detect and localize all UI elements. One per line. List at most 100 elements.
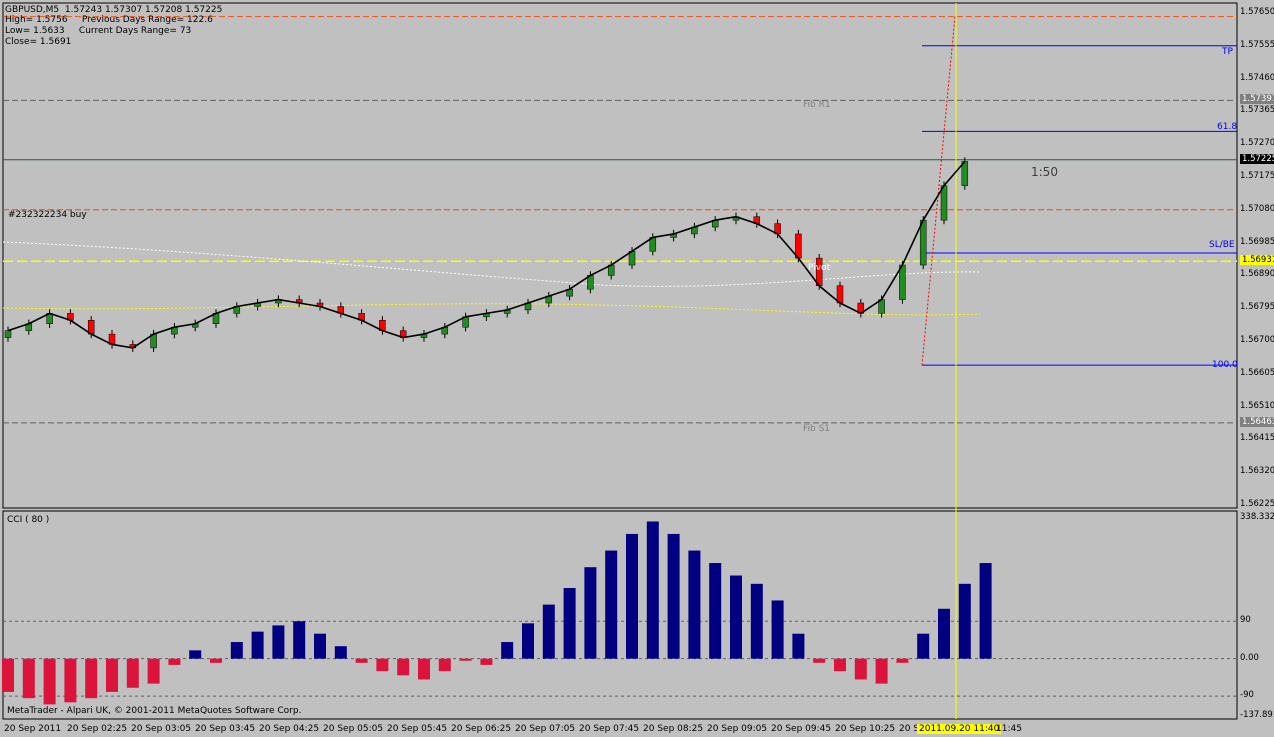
- price-axis-label: 1.56463: [1240, 416, 1274, 427]
- fib-trend-line: [921, 16, 956, 366]
- price-axis-label: 1.56890: [1240, 269, 1274, 280]
- header-symbol: GBPUSD,M5 1.57243 1.57307 1.57208 1.5722…: [5, 5, 223, 15]
- cci-axis-label: 0.00: [1240, 652, 1259, 663]
- cci-bar: [376, 658, 389, 672]
- cci-bar: [688, 550, 701, 659]
- price-axis-label: 1.57175: [1240, 171, 1274, 181]
- ma-long: [2, 241, 981, 287]
- ma-mid: [2, 303, 981, 316]
- price-axis-label: 1.57460: [1240, 72, 1274, 83]
- cci-bar: [875, 658, 888, 684]
- cci-bar: [958, 583, 971, 659]
- candle-body: [919, 219, 927, 266]
- cci-bar: [646, 521, 659, 659]
- price-axis-label: 1.56700: [1240, 335, 1274, 345]
- ma-short: [7, 160, 966, 349]
- price-axis-label: 1.56931: [1240, 255, 1274, 266]
- price-axis-label: 1.57225: [1240, 153, 1274, 164]
- price-axis-label: 1.56225: [1240, 499, 1274, 509]
- cci-bar: [563, 587, 576, 659]
- cci-bar: [480, 658, 493, 665]
- time-axis-label: 20 Sep 07:45: [579, 724, 640, 734]
- cci-bar: [542, 604, 555, 659]
- cci-bar: [355, 658, 368, 663]
- cci-bar: [813, 658, 826, 663]
- time-axis-label: 20 Sep 02:25: [67, 724, 128, 734]
- time-axis-label: 20 Sep 2011: [4, 724, 62, 734]
- main-pane-frame: [2, 2, 1238, 509]
- cci-axis-label: -137.891: [1240, 710, 1274, 720]
- cci-bar: [438, 658, 451, 672]
- sl-be-label: SL/BE: [1209, 240, 1235, 250]
- cci-bar: [43, 658, 56, 705]
- time-axis-label: 20 Sep 04:25: [259, 724, 320, 734]
- cci-bar: [85, 658, 98, 699]
- price-axis-label: 1.57270: [1240, 138, 1274, 149]
- cci-axis-label: 90: [1240, 615, 1251, 626]
- cci-bar: [230, 642, 243, 659]
- cci-bar: [917, 633, 930, 659]
- cci-bar: [750, 583, 763, 659]
- time-axis-label: 20 Sep 08:25: [643, 724, 704, 734]
- cci-bar: [501, 642, 514, 659]
- cci-bar: [667, 533, 680, 659]
- cci-bar: [730, 575, 742, 659]
- time-axis-label: 20 Sep 03:05: [131, 724, 192, 734]
- price-axis-label: 1.56985: [1240, 236, 1274, 247]
- candle-body: [4, 330, 12, 338]
- cci-title: CCI ( 80 ): [7, 515, 50, 525]
- ratio-label: 1:50: [1031, 165, 1058, 179]
- cci-bar: [293, 621, 306, 659]
- cci-bar: [979, 563, 992, 659]
- price-axis-label: 1.56605: [1240, 367, 1274, 378]
- cci-bar: [938, 608, 950, 659]
- cci-bar: [792, 633, 805, 659]
- cci-pane-frame: [2, 510, 1238, 720]
- time-axis-label: 20 Sep 09:05: [707, 724, 768, 734]
- cci-bar: [334, 646, 347, 659]
- cci-bar: [459, 658, 472, 661]
- cci-bar: [854, 658, 867, 680]
- fib-100-label: 100.0: [1212, 360, 1238, 370]
- price-axis-label: 1.56415: [1240, 433, 1274, 444]
- cci-bar: [2, 658, 14, 692]
- time-axis-label: 20 Sep 09:45: [771, 724, 832, 734]
- cci-bar: [605, 550, 618, 659]
- time-axis-label: 20 Sep 05:45: [387, 724, 448, 734]
- cci-bar: [397, 658, 410, 676]
- candle-body: [899, 264, 906, 300]
- fib-s1-label: Fib S1: [803, 424, 831, 434]
- cci-bar: [771, 600, 784, 659]
- cci-bar: [584, 567, 597, 659]
- fib-r1-label: Fib R1: [803, 100, 831, 110]
- cci-bar: [709, 563, 722, 659]
- cci-bar: [189, 650, 202, 659]
- time-axis-label: 20 Sep 06:25: [451, 724, 512, 734]
- cci-bar: [896, 658, 909, 663]
- time-axis-label: 20 Sep: [899, 724, 931, 734]
- cci-axis-label: 338.332: [1240, 512, 1274, 522]
- header-close: Close= 1.5691: [5, 37, 72, 47]
- price-axis-label: 1.56795: [1240, 302, 1274, 313]
- cci-bar: [834, 658, 846, 672]
- price-axis-label: 1.57365: [1240, 105, 1274, 116]
- order-label: #232322234 buy: [8, 210, 87, 220]
- cci-bar: [168, 658, 181, 665]
- cci-bar: [106, 658, 118, 692]
- price-axis-label: 1.57555: [1240, 39, 1274, 50]
- price-axis-label: 1.57080: [1240, 203, 1274, 214]
- footer-copyright: MetaTrader - Alpari UK, © 2001-2011 Meta…: [7, 706, 302, 716]
- cci-bar: [626, 533, 638, 659]
- tp-label: TP: [1222, 47, 1233, 57]
- cci-bar: [22, 658, 35, 699]
- cci-bar: [147, 658, 160, 684]
- header-high: High= 1.5756 Previous Days Range= 122.6: [5, 15, 213, 25]
- cci-bar: [522, 623, 534, 659]
- price-axis-label: 1.56510: [1240, 400, 1274, 411]
- header-low: Low= 1.5633 Current Days Range= 73: [5, 26, 192, 36]
- cci-bar: [210, 658, 222, 663]
- pivot-label: Pivot: [808, 263, 831, 273]
- candle-body: [940, 185, 948, 221]
